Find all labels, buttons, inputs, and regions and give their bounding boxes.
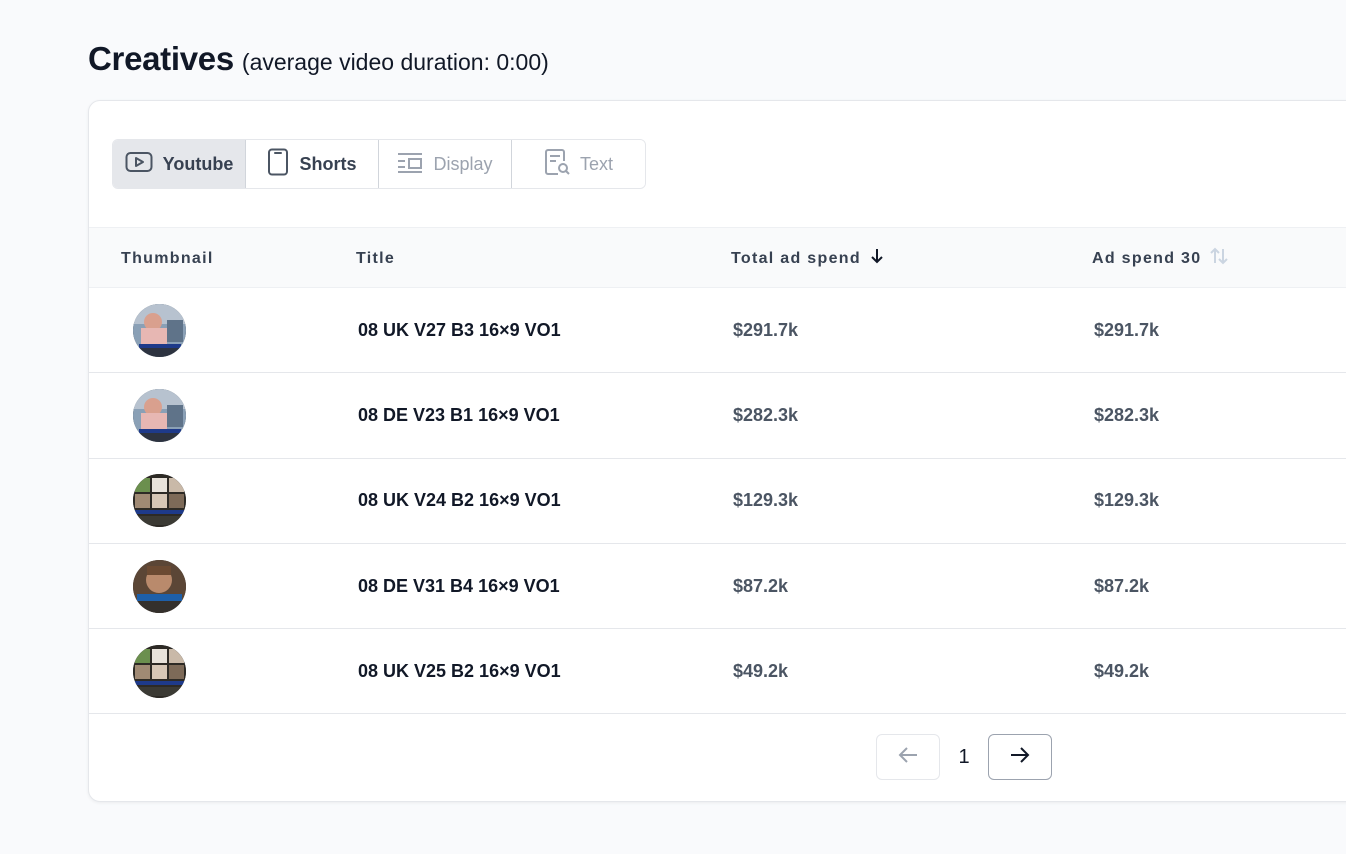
ad-spend-30-cell: $282.3k [1094, 404, 1160, 425]
column-header-title[interactable]: Title [356, 228, 395, 289]
title-cell: 08 UK V25 B2 16×9 VO1 [358, 660, 561, 681]
average-duration-subtitle: (average video duration: 0:00) [241, 49, 549, 75]
arrow-down-icon [869, 247, 885, 270]
video-thumbnail[interactable] [133, 388, 186, 442]
table-body: 08 UK V27 B3 16×9 VO1 $291.7k $291.7k 08… [89, 288, 1346, 715]
column-header-ad-spend-30[interactable]: Ad spend 30 [1092, 228, 1229, 289]
table-row[interactable]: 08 DE V31 B4 16×9 VO1 $87.2k $87.2k [89, 544, 1346, 630]
section-heading: Creatives (average video duration: 0:00) [88, 40, 549, 78]
arrow-left-icon [897, 746, 919, 769]
thumbnail-cell [133, 373, 186, 457]
video-thumbnail[interactable] [133, 303, 186, 357]
ad-spend-30-cell: $49.2k [1094, 660, 1150, 681]
format-tabs: Youtube Shorts Display Text [112, 139, 646, 189]
title-cell: 08 DE V31 B4 16×9 VO1 [358, 575, 560, 596]
total-ad-spend-cell: $129.3k [733, 490, 799, 511]
play-icon [125, 151, 153, 178]
tab-display[interactable]: Display [379, 140, 512, 188]
video-thumbnail[interactable] [133, 644, 186, 698]
thumbnail-cell [133, 629, 186, 713]
tab-youtube-label: Youtube [162, 153, 234, 174]
video-thumbnail[interactable] [133, 474, 186, 528]
total-ad-spend-cell: $291.7k [733, 319, 799, 340]
text-search-icon [544, 148, 570, 181]
video-thumbnail[interactable] [133, 559, 186, 613]
current-page-number: 1 [958, 745, 970, 768]
title-cell: 08 UK V24 B2 16×9 VO1 [358, 490, 561, 511]
arrow-right-icon [1009, 746, 1031, 769]
creatives-card: Youtube Shorts Display Text Thumbnail Ti… [88, 100, 1346, 802]
tab-shorts[interactable]: Shorts [246, 140, 379, 188]
page-title: Creatives [88, 40, 234, 77]
tab-text-label: Text [579, 153, 613, 174]
ad-spend-30-cell: $87.2k [1094, 575, 1150, 596]
tab-youtube[interactable]: Youtube [113, 140, 246, 188]
table-row[interactable]: 08 UK V27 B3 16×9 VO1 $291.7k $291.7k [89, 288, 1346, 374]
thumbnail-cell [133, 459, 186, 543]
column-title-label: Title [356, 249, 396, 267]
tab-text[interactable]: Text [512, 140, 645, 188]
tab-display-label: Display [433, 153, 493, 174]
phone-icon [267, 148, 289, 181]
thumbnail-cell [133, 288, 186, 372]
column-header-total-ad-spend[interactable]: Total ad spend [731, 228, 885, 289]
display-icon [397, 151, 423, 178]
previous-page-button[interactable] [876, 734, 940, 780]
table-header: Thumbnail Title Total ad spend Ad spend … [89, 227, 1346, 288]
total-ad-spend-cell: $282.3k [733, 404, 799, 425]
total-ad-spend-cell: $49.2k [733, 660, 789, 681]
table-row[interactable]: 08 DE V23 B1 16×9 VO1 $282.3k $282.3k [89, 373, 1346, 459]
title-cell: 08 DE V23 B1 16×9 VO1 [358, 404, 560, 425]
table-row[interactable]: 08 UK V24 B2 16×9 VO1 $129.3k $129.3k [89, 459, 1346, 544]
total-ad-spend-cell: $87.2k [733, 575, 789, 596]
ad-spend-30-cell: $129.3k [1094, 490, 1160, 511]
sort-icon [1209, 247, 1229, 270]
column-thumbnail-label: Thumbnail [121, 249, 214, 267]
pagination: 1 [876, 734, 1052, 780]
tab-shorts-label: Shorts [299, 153, 357, 174]
column-total-ad-spend-label: Total ad spend [731, 249, 861, 267]
table-row[interactable]: 08 UK V25 B2 16×9 VO1 $49.2k $49.2k [89, 629, 1346, 715]
title-cell: 08 UK V27 B3 16×9 VO1 [358, 319, 561, 340]
thumbnail-cell [133, 544, 186, 628]
column-ad-spend-30-label: Ad spend 30 [1092, 249, 1202, 267]
next-page-button[interactable] [988, 734, 1052, 780]
ad-spend-30-cell: $291.7k [1094, 319, 1160, 340]
column-header-thumbnail: Thumbnail [121, 228, 214, 289]
